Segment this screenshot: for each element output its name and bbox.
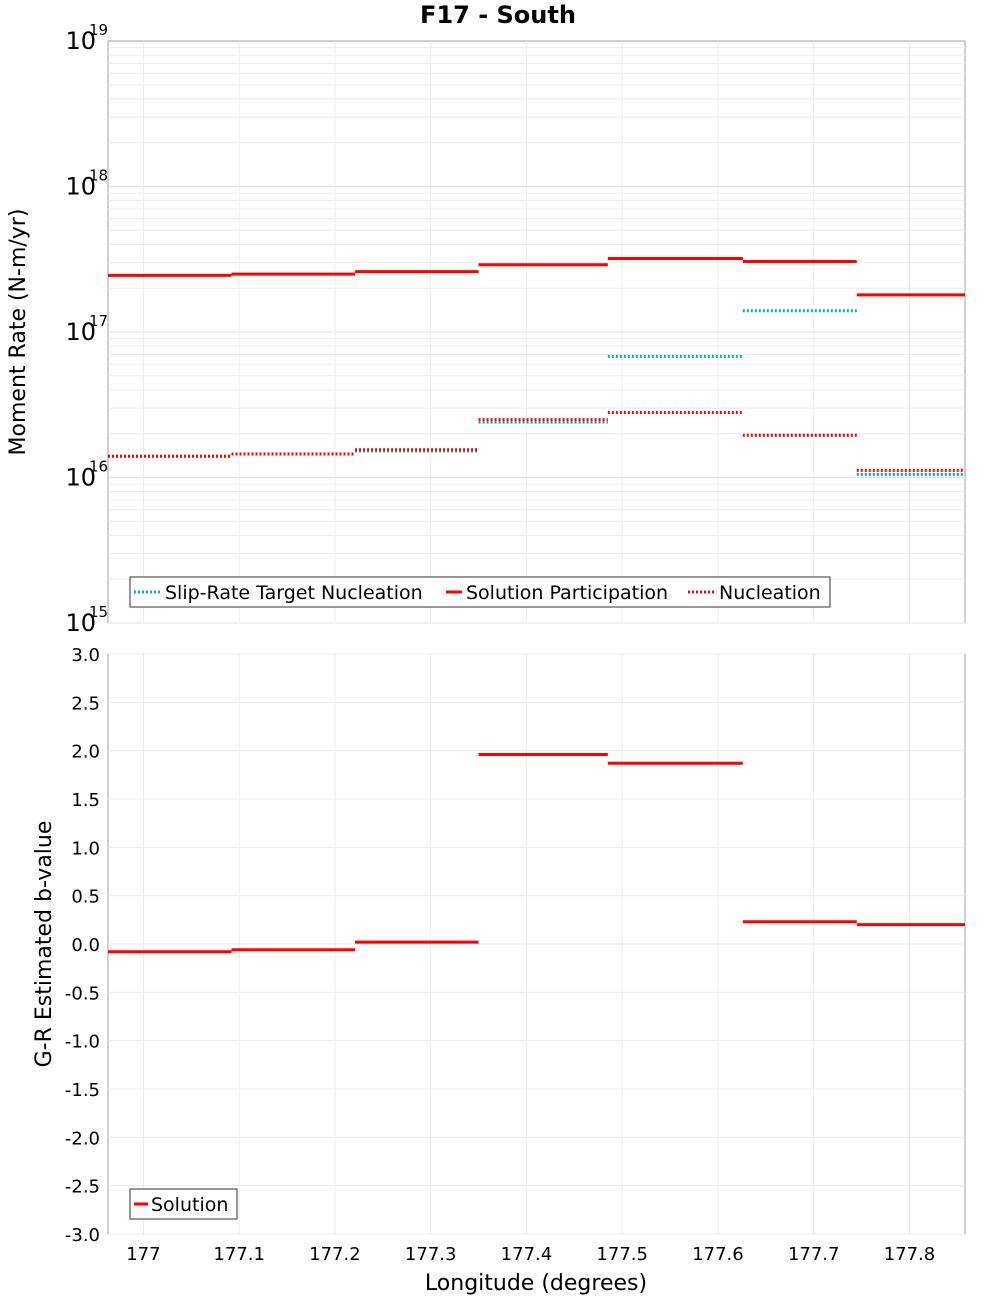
bottom-y-tick-label: -2.5 (65, 1177, 100, 1198)
top-y-tick-base: 10 (65, 609, 96, 637)
bottom-gridlines (108, 653, 965, 1235)
x-tick-label: 177.6 (692, 1244, 744, 1265)
x-ticks: 177 177.1 177.2 177.3 177.4 177.5 177.6 177.7 17… (126, 1244, 935, 1265)
x-tick-label: 177.1 (213, 1244, 265, 1265)
top-y-tick-base: 10 (65, 173, 96, 201)
top-y-axis-label: Moment Rate (N-m/yr) (6, 209, 31, 456)
top-y-tick-base: 10 (65, 464, 96, 492)
legend-label-nucleation: Nucleation (719, 582, 821, 604)
bottom-y-ticks: 3.0 2.5 2.0 1.5 1.0 0.5 0.0 -0.5 -1.0 -1.5 -2.0 -2.… (65, 645, 100, 1246)
bottom-y-tick-label: -1.0 (65, 1032, 100, 1053)
bottom-plot: 3.0 2.5 2.0 1.5 1.0 0.5 0.0 -0.5 -1.0 -1.5 -2.0 -2.… (32, 645, 966, 1296)
top-y-tick-exponent: 16 (89, 458, 108, 476)
series-solution (108, 753, 965, 954)
bottom-y-tick-label: -0.5 (65, 983, 100, 1004)
top-y-tick-exponent: 15 (89, 603, 108, 621)
bottom-legend: Solution (129, 1188, 238, 1220)
bottom-y-tick-label: 2.0 (71, 742, 100, 763)
x-tick-label: 177.5 (596, 1244, 648, 1265)
x-tick-label: 177.3 (405, 1244, 457, 1265)
x-tick-label: 177.7 (788, 1244, 840, 1265)
bottom-y-tick-label: 3.0 (71, 645, 100, 666)
legend-label-slip-rate-target: Slip-Rate Target Nucleation (165, 582, 423, 604)
x-tick-label: 177.8 (884, 1244, 936, 1265)
bottom-y-tick-label: 1.5 (71, 790, 100, 811)
bottom-y-tick-label: 1.0 (71, 838, 100, 859)
top-legend: Slip-Rate Target Nucleation Solution Par… (129, 576, 831, 608)
legend-label-solution: Solution (151, 1194, 228, 1216)
bottom-y-tick-label: -1.5 (65, 1080, 100, 1101)
legend-label-solution-participation: Solution Participation (466, 582, 668, 604)
bottom-y-tick-label: 0.5 (71, 887, 100, 908)
top-gridlines (108, 41, 965, 624)
top-y-tick-exponent: 18 (89, 167, 108, 185)
series-solution-participation (108, 257, 965, 297)
x-tick-label: 177 (126, 1244, 160, 1265)
x-axis-label: Longitude (degrees) (425, 1271, 647, 1296)
top-series-group (108, 257, 965, 476)
bottom-y-tick-label: 0.0 (71, 935, 100, 956)
bottom-series-group (108, 753, 965, 954)
top-y-tick-exponent: 19 (89, 21, 108, 39)
x-tick-label: 177.4 (501, 1244, 553, 1265)
bottom-y-tick-label: -2.0 (65, 1128, 100, 1149)
bottom-y-axis-label: G-R Estimated b-value (32, 821, 57, 1068)
x-tick-label: 177.2 (309, 1244, 361, 1265)
series-nucleation (108, 410, 965, 472)
top-y-tick-base: 10 (65, 318, 96, 346)
bottom-y-tick-label: -3.0 (65, 1225, 100, 1246)
bottom-y-tick-label: 2.5 (71, 693, 100, 714)
chart-title: F17 - South (420, 1, 576, 29)
top-y-tick-base: 10 (65, 27, 96, 55)
top-y-tick-exponent: 17 (89, 312, 108, 330)
